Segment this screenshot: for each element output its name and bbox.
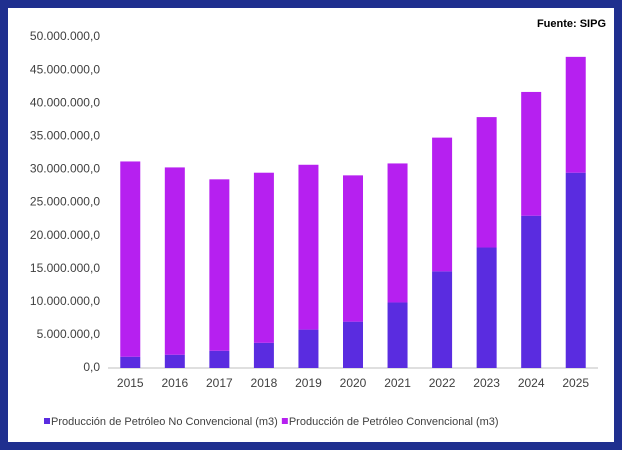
x-tick-label: 2021 (384, 376, 411, 390)
x-tick-label: 2023 (473, 376, 500, 390)
bar-segment (387, 302, 408, 368)
legend-label: Producción de Petróleo Convencional (m3) (289, 416, 499, 428)
bar-segment (120, 356, 141, 368)
x-tick-label: 2015 (117, 376, 144, 390)
y-tick-label: 45.000.000,0 (30, 62, 100, 76)
x-tick-label: 2024 (518, 376, 545, 390)
legend-swatch (281, 418, 288, 424)
y-tick-label: 10.000.000,0 (30, 294, 100, 308)
bar-segment (253, 172, 274, 343)
bar-segment (565, 56, 586, 173)
bar-segment (476, 117, 497, 248)
bar-segment (120, 161, 141, 357)
bar-segment (164, 354, 185, 368)
legend-label: Producción de Petróleo No Convencional (… (51, 416, 278, 428)
x-tick-label: 2016 (161, 376, 188, 390)
legend-swatch (44, 418, 50, 424)
bar-segment (164, 167, 185, 355)
y-tick-label: 30.000.000,0 (30, 162, 100, 176)
x-tick-label: 2025 (562, 376, 589, 390)
bar-segment (253, 342, 274, 368)
bar-segment (432, 271, 453, 368)
bar-segment (298, 329, 319, 368)
x-tick-label: 2019 (295, 376, 322, 390)
bar-segment (387, 163, 408, 303)
y-tick-label: 50.000.000,0 (30, 29, 100, 43)
bar-segment (343, 321, 363, 368)
x-tick-label: 2022 (429, 376, 456, 390)
y-tick-label: 0,0 (83, 360, 100, 374)
bar-segment (432, 137, 453, 272)
x-tick-label: 2018 (251, 376, 278, 390)
bar-segment (521, 91, 542, 216)
bar-segment (565, 172, 586, 368)
x-tick-label: 2017 (206, 376, 233, 390)
bar-segment (343, 175, 363, 322)
y-tick-label: 20.000.000,0 (30, 228, 100, 242)
y-tick-label: 35.000.000,0 (30, 128, 100, 142)
y-tick-label: 15.000.000,0 (30, 261, 100, 275)
y-tick-label: 40.000.000,0 (30, 95, 100, 109)
bar-segment (209, 179, 230, 351)
bar-segment (209, 350, 230, 368)
bar-segment (298, 164, 319, 330)
bar-segment (521, 215, 542, 368)
bar-segment (476, 247, 497, 368)
x-tick-label: 2020 (340, 376, 367, 390)
y-tick-label: 5.000.000,0 (37, 327, 101, 341)
y-tick-label: 25.000.000,0 (30, 195, 100, 209)
source-note: Fuente: SIPG (537, 18, 606, 30)
